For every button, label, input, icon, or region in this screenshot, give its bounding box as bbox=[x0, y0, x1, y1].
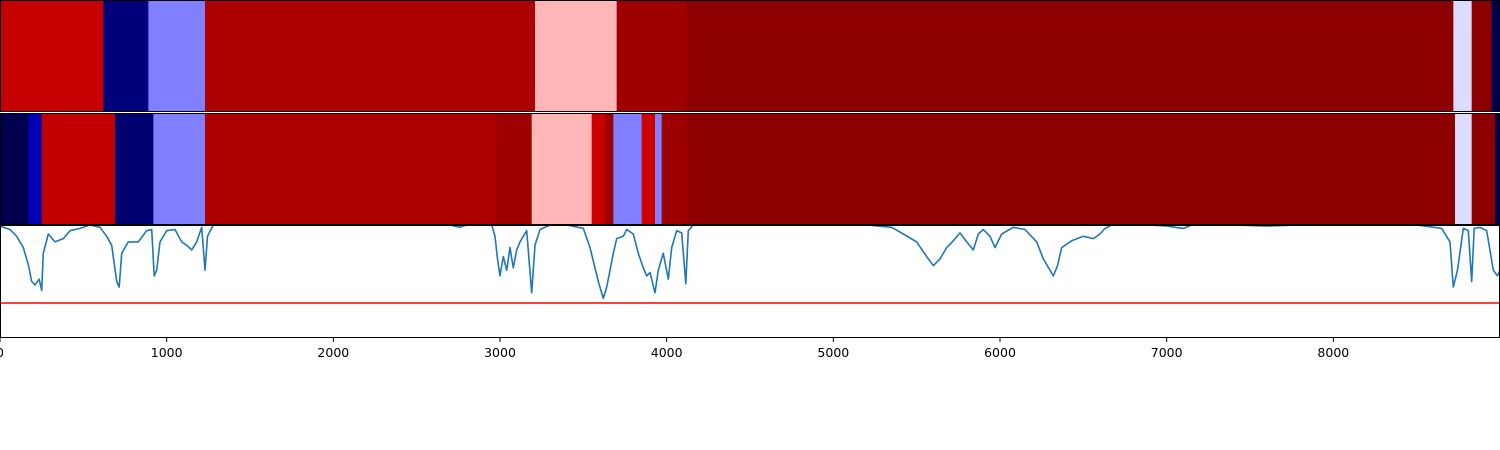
heatmap-2-segment-14 bbox=[686, 113, 1456, 225]
heatmap-2-segment-3 bbox=[115, 113, 154, 225]
x-tick-label-1000: 1000 bbox=[151, 345, 183, 360]
x-tick-label-0: 0 bbox=[0, 345, 4, 360]
x-tick-label-2000: 2000 bbox=[317, 345, 349, 360]
x-tick-label-8000: 8000 bbox=[1317, 345, 1349, 360]
heatmap-2-segment-16 bbox=[1471, 113, 1496, 225]
heatmap-1-segment-1 bbox=[103, 0, 149, 112]
heatmap-strip-1 bbox=[0, 0, 1500, 112]
heatmap-1-segment-2 bbox=[148, 0, 206, 112]
heatmap-2-segment-15 bbox=[1455, 113, 1473, 225]
heatmap-2-segment-4 bbox=[153, 113, 206, 225]
heatmap-2-segment-6 bbox=[496, 113, 533, 225]
heatmap-1-segment-8 bbox=[1471, 0, 1493, 112]
heatmap-2-segment-0 bbox=[0, 113, 29, 225]
heatmap-2-segment-10 bbox=[613, 113, 643, 225]
heatmap-2-segment-13 bbox=[661, 113, 688, 225]
x-axis: 0 1000 2000 3000 4000 5000 6000 7000 8000 bbox=[0, 338, 1349, 360]
x-tick-label-3000: 3000 bbox=[484, 345, 516, 360]
x-tick-label-6000: 6000 bbox=[984, 345, 1016, 360]
heatmap-2-segment-9 bbox=[605, 113, 614, 225]
heatmap-strip-2 bbox=[0, 113, 1500, 225]
heatmap-2-segment-1 bbox=[28, 113, 43, 225]
heatmap-2-segment-5 bbox=[205, 113, 498, 225]
heatmap-2-segment-2 bbox=[41, 113, 116, 225]
heatmap-2-segment-7 bbox=[531, 113, 593, 225]
heatmap-2-segment-17 bbox=[1495, 113, 1500, 225]
line-panel bbox=[0, 225, 1500, 338]
heatmap-1-segment-6 bbox=[686, 0, 1454, 112]
heatmap-1-segment-9 bbox=[1491, 0, 1500, 112]
heatmap-2-segment-11 bbox=[641, 113, 656, 225]
x-tick-label-4000: 4000 bbox=[651, 345, 683, 360]
heatmap-1-segment-0 bbox=[0, 0, 104, 112]
heatmap-1-segment-5 bbox=[616, 0, 688, 112]
x-tick-label-5000: 5000 bbox=[817, 345, 849, 360]
series-line-0 bbox=[0, 225, 1500, 300]
heatmap-1-segment-4 bbox=[535, 0, 618, 112]
heatmap-1-segment-3 bbox=[205, 0, 536, 112]
heatmap-2-segment-8 bbox=[591, 113, 606, 225]
heatmap-1-segment-7 bbox=[1453, 0, 1473, 112]
line-panel-frame bbox=[0, 225, 1500, 338]
heatmap-2-segment-12 bbox=[655, 113, 663, 225]
x-tick-label-7000: 7000 bbox=[1151, 345, 1183, 360]
